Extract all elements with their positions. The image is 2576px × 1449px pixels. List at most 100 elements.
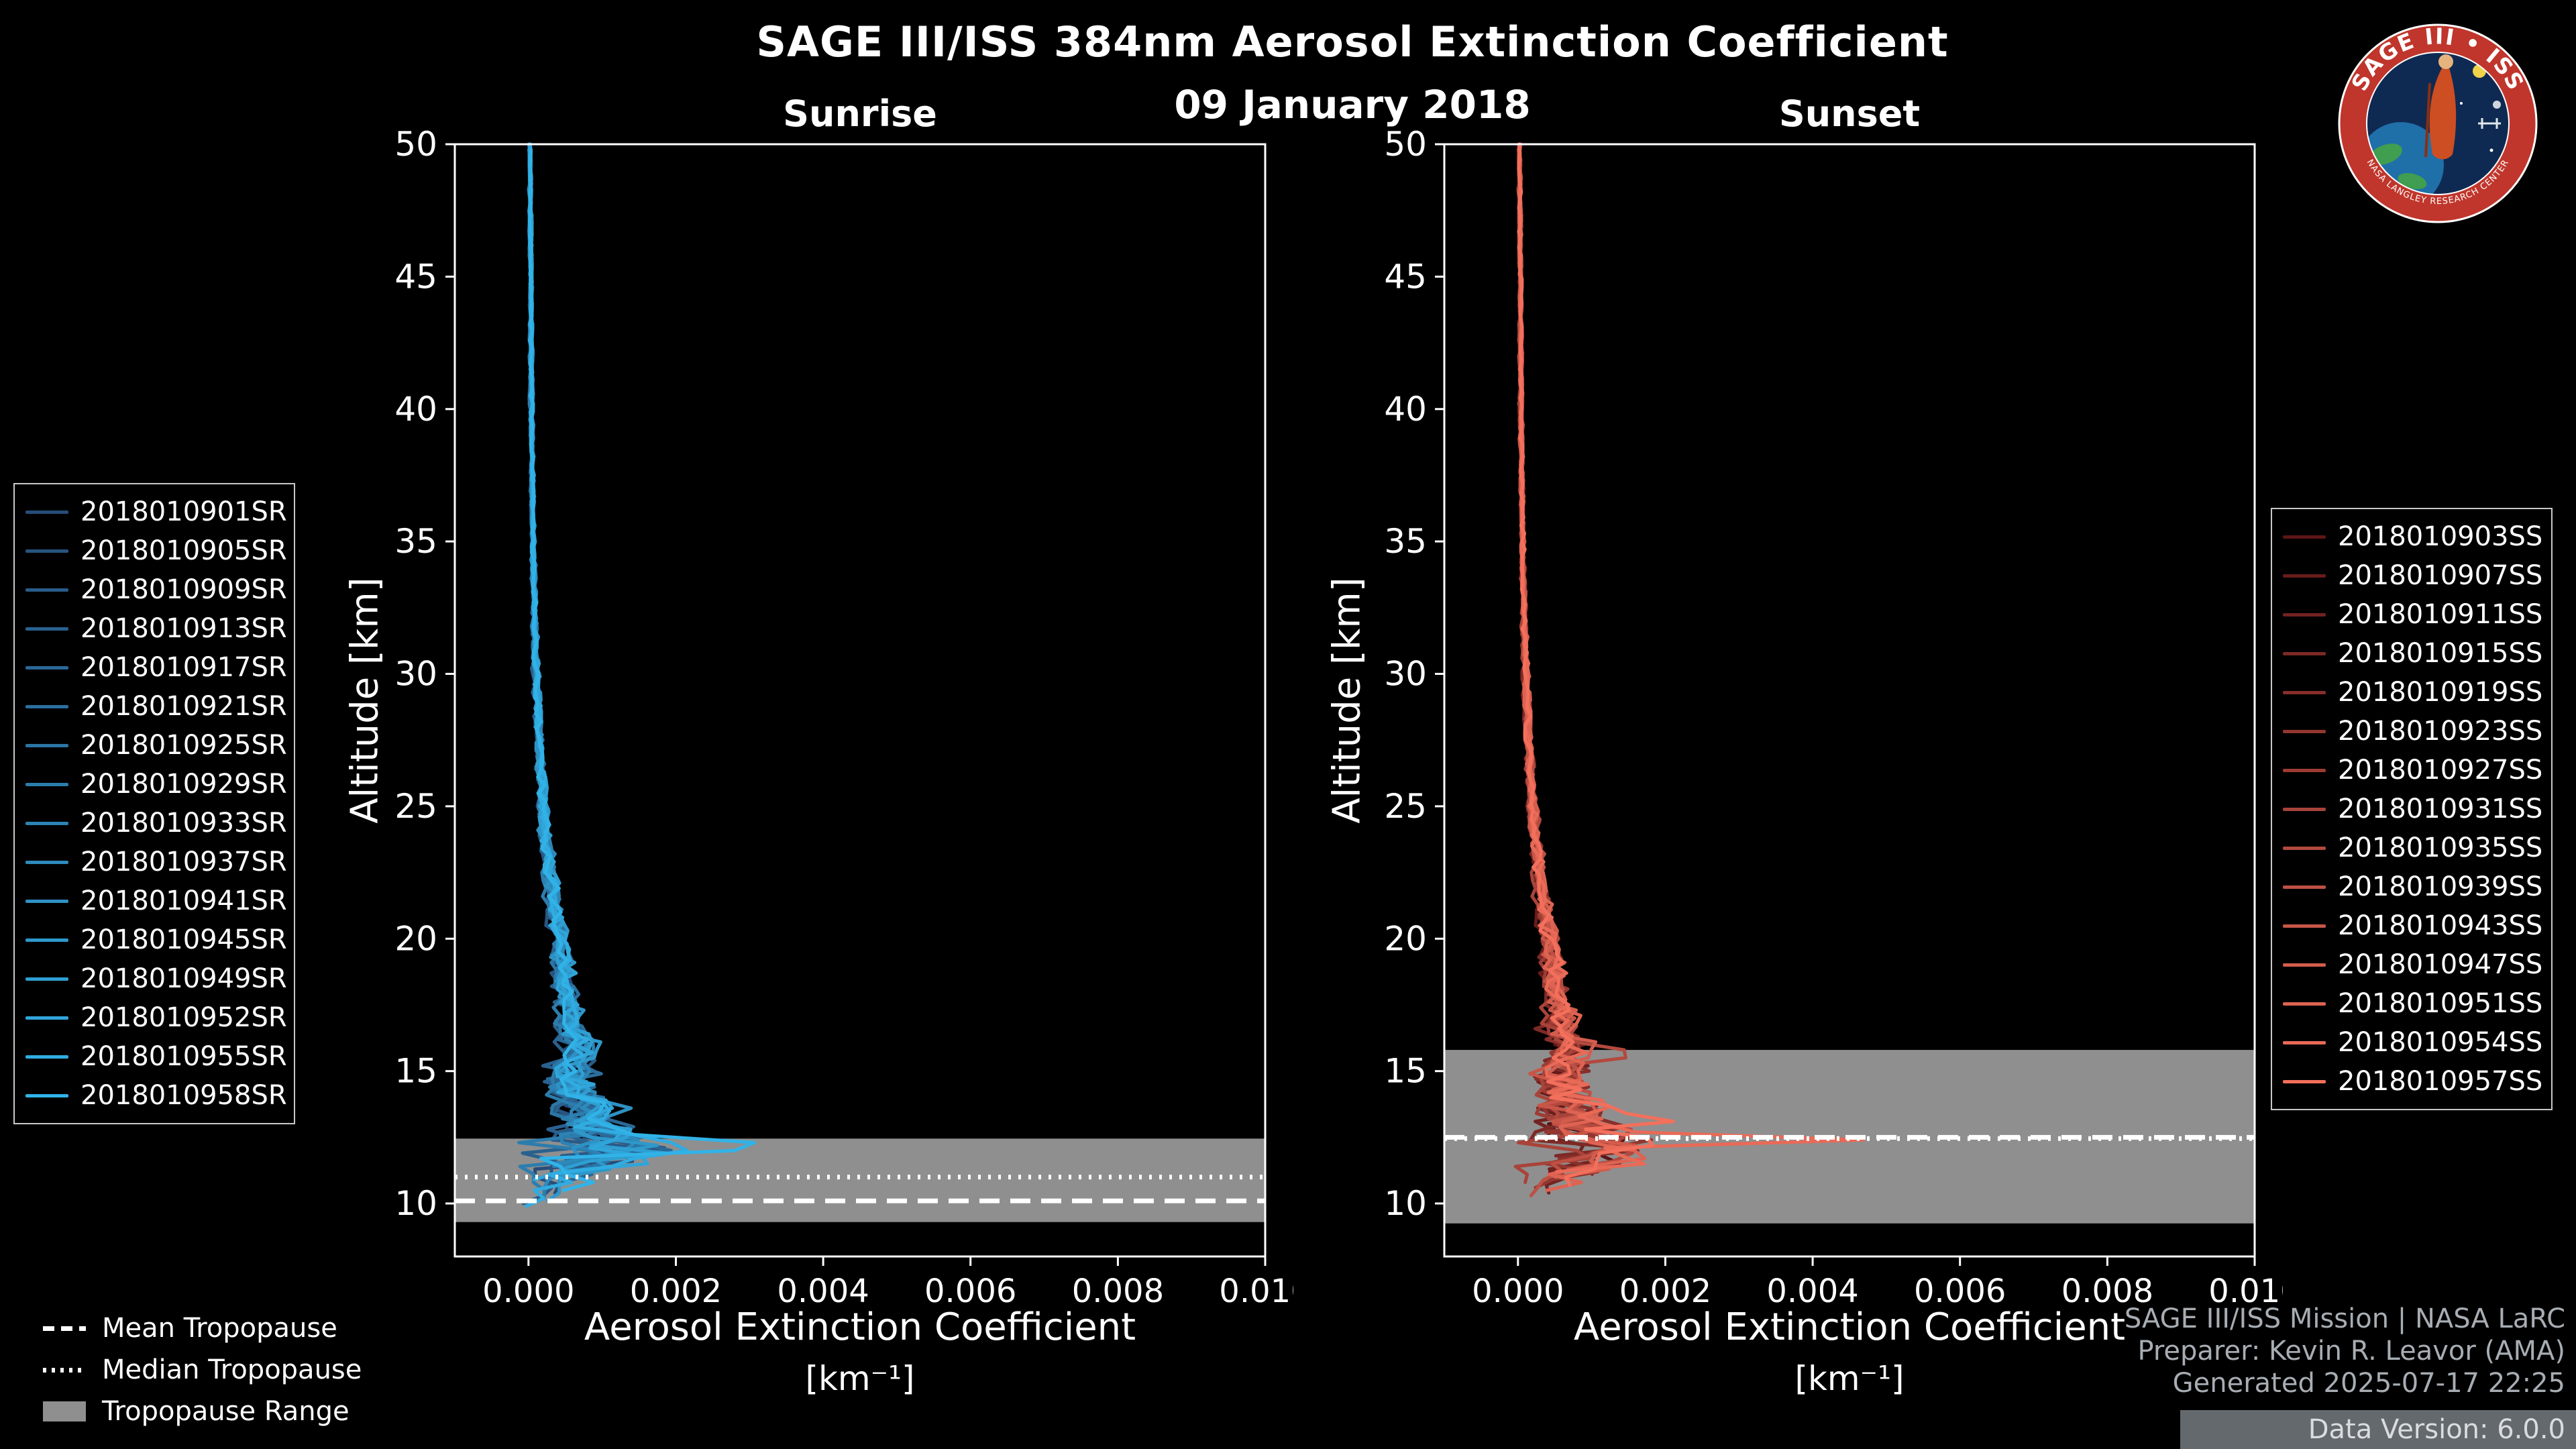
- legend-label: 2018010939SS: [2338, 871, 2543, 902]
- page-title: SAGE III/ISS 384nm Aerosol Extinction Co…: [756, 17, 1949, 66]
- legend-color-line: [25, 1093, 68, 1097]
- x-tick-label: 0.008: [2061, 1273, 2153, 1310]
- legend-label: 2018010925SR: [80, 730, 287, 761]
- legend-label: 2018010933SR: [80, 808, 287, 839]
- legend-item: 2018010945SR: [15, 920, 294, 959]
- legend-item: 2018010951SS: [2272, 984, 2551, 1023]
- legend-label: 2018010951SS: [2338, 988, 2543, 1019]
- legend-label: 2018010917SR: [80, 652, 287, 683]
- legend-color-line: [25, 704, 68, 708]
- legend-color-line: [25, 938, 68, 942]
- legend-item: 2018010925SR: [15, 726, 294, 765]
- legend-label: 2018010957SS: [2338, 1066, 2543, 1097]
- legend-item: 2018010917SR: [15, 648, 294, 687]
- legend-label: 2018010943SS: [2338, 910, 2543, 941]
- y-tick-label: 20: [394, 919, 437, 958]
- x-tick-label: 0.006: [1914, 1273, 2006, 1310]
- legend-item: 2018010939SS: [2272, 867, 2551, 906]
- legend-label: 2018010945SR: [80, 924, 287, 955]
- legend-item: 2018010933SR: [15, 804, 294, 843]
- legend-color-line: [2283, 924, 2326, 928]
- legend-label: 2018010909SR: [80, 574, 287, 605]
- legend-color-line: [25, 1055, 68, 1059]
- legend-label: 2018010954SS: [2338, 1027, 2543, 1058]
- mean-tropopause-legend-item: Mean Tropopause: [43, 1312, 337, 1344]
- y-tick-label: 50: [1384, 125, 1427, 164]
- legend-item: 2018010958SR: [15, 1076, 294, 1115]
- legend-color-line: [25, 743, 68, 747]
- y-tick-label: 30: [394, 655, 437, 694]
- sunset-chart: 0.000 0.002 0.004 0.006 0.008 0.010 10 15 20 25 30…: [1384, 125, 2283, 1310]
- legend-item: 2018010935SS: [2272, 828, 2551, 867]
- y-tick-label: 20: [1384, 919, 1427, 958]
- tropopause-range-label: Tropopause Range: [102, 1396, 350, 1427]
- legend-label: 2018010907SS: [2338, 560, 2543, 591]
- legend-item: 2018010913SR: [15, 609, 294, 648]
- legend-item: 2018010949SR: [15, 959, 294, 998]
- profile-line-2018010957SS: [1517, 142, 1675, 1187]
- legend-item: 2018010952SR: [15, 998, 294, 1037]
- legend-color-line: [25, 860, 68, 864]
- legend-color-line: [25, 510, 68, 514]
- gray-band-sample: [43, 1401, 86, 1421]
- legend-color-line: [2283, 651, 2326, 655]
- y-tick-label: 40: [394, 390, 437, 429]
- y-tick-label: 50: [394, 125, 437, 164]
- y-tick-label: 45: [1384, 257, 1427, 296]
- mean-tropopause-label: Mean Tropopause: [102, 1313, 337, 1344]
- legend-label: 2018010919SS: [2338, 677, 2543, 708]
- legend-color-line: [25, 627, 68, 631]
- y-tick-label: 10: [1384, 1184, 1427, 1223]
- legend-item: 2018010937SR: [15, 843, 294, 881]
- axes-frame: [1443, 143, 2256, 1258]
- y-tick-label: 35: [394, 522, 437, 561]
- sage-iii-iss-logo: SAGE III • ISS NASA LANGLEY RESEARCH CEN…: [2338, 23, 2538, 223]
- legend-label: 2018010905SR: [80, 535, 287, 566]
- legend-label: 2018010931SS: [2338, 794, 2543, 824]
- legend-label: 2018010952SR: [80, 1002, 287, 1033]
- legend-item: 2018010931SS: [2272, 790, 2551, 828]
- legend-item: 2018010919SS: [2272, 673, 2551, 712]
- legend-color-line: [2283, 885, 2326, 889]
- legend-label: 2018010929SR: [80, 769, 287, 800]
- legend-item: 2018010903SS: [2272, 517, 2551, 556]
- legend-label: 2018010941SR: [80, 885, 287, 916]
- legend-label: 2018010958SR: [80, 1080, 287, 1111]
- robed-figure-icon: [2424, 54, 2457, 160]
- iss-icon: [2478, 118, 2501, 129]
- legend-color-line: [25, 588, 68, 592]
- legend-label: 2018010955SR: [80, 1041, 287, 1072]
- x-axis-units-sunset: [km⁻¹]: [1794, 1359, 1904, 1398]
- legend-color-line: [2283, 612, 2326, 616]
- y-tick-label: 10: [394, 1184, 437, 1223]
- moon-icon: [2493, 101, 2501, 109]
- legend-color-line: [25, 977, 68, 981]
- legend-color-line: [25, 782, 68, 786]
- generated-timestamp: Generated 2025-07-17 22:25: [2172, 1368, 2565, 1399]
- y-tick-label: 30: [1384, 655, 1427, 694]
- profile-line-2018010958SR: [527, 148, 757, 1192]
- y-tick-label: 15: [1384, 1052, 1427, 1091]
- sunrise-panel-title: Sunrise: [783, 93, 937, 135]
- y-tick-label: 45: [394, 257, 437, 296]
- legend-color-line: [2283, 768, 2326, 772]
- x-axis-label-sunrise: Aerosol Extinction Coefficient: [584, 1305, 1136, 1349]
- legend-color-line: [2283, 574, 2326, 578]
- legend-color-line: [2283, 846, 2326, 850]
- legend-item: 2018010955SR: [15, 1037, 294, 1076]
- sunset-legend: 2018010903SS 2018010907SS 2018010911SS 2018…: [2271, 508, 2553, 1110]
- preparer-credit: Preparer: Kevin R. Leavor (AMA): [2137, 1336, 2565, 1366]
- data-version-label: Data Version: 6.0.0: [2308, 1414, 2565, 1445]
- legend-label: 2018010947SS: [2338, 949, 2543, 980]
- legend-item: 2018010907SS: [2272, 556, 2551, 595]
- legend-item: 2018010905SR: [15, 531, 294, 570]
- legend-item: 2018010915SS: [2272, 634, 2551, 673]
- x-axis-label-sunset: Aerosol Extinction Coefficient: [1573, 1305, 2126, 1349]
- legend-item: 2018010954SS: [2272, 1023, 2551, 1062]
- date-label: 09 January 2018: [1174, 82, 1531, 127]
- legend-label: 2018010937SR: [80, 847, 287, 877]
- legend-item: 2018010943SS: [2272, 906, 2551, 945]
- legend-color-line: [2283, 535, 2326, 539]
- x-tick-label: 0.002: [630, 1273, 722, 1310]
- x-axis-units-sunrise: [km⁻¹]: [805, 1359, 915, 1398]
